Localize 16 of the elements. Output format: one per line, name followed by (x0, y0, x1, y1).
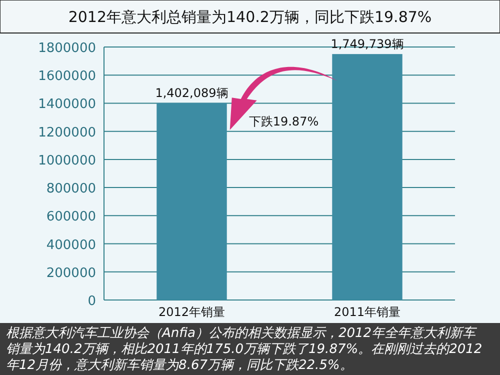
y-tick-label: 600000 (46, 210, 96, 225)
x-tick-label: 2011年销量 (334, 305, 401, 319)
data-label: 1,402,089辆 (155, 86, 228, 100)
y-tick-label: 1600000 (38, 69, 96, 84)
y-tick-label: 200000 (46, 266, 96, 281)
y-tick-label: 0 (88, 294, 96, 309)
text: 根据意大利汽车工业协会（Anfia）公布的相关数据显示，2012年全年意大利新车销量为140.2万辆，相比2011年的175.0万辆下跌了19.87%。在刚刚过去的2012年12月份，意大利新车销量为8.67万辆，同比下跌22.5%。 (6, 326, 482, 373)
chart-title: 2012年意大利总销量为140.2万辆，同比下跌19.87% (68, 8, 432, 26)
y-tick-label: 1400000 (38, 97, 96, 112)
y-tick-label: 400000 (46, 238, 96, 253)
y-tick-label: 1000000 (38, 153, 96, 168)
x-tick-label: 2012年销量 (158, 305, 226, 319)
y-tick-label: 1200000 (38, 125, 96, 140)
y-tick-label: 800000 (46, 182, 96, 197)
y-tick-label: 1800000 (38, 41, 96, 56)
annotation: 下跌19.87% (248, 114, 319, 129)
